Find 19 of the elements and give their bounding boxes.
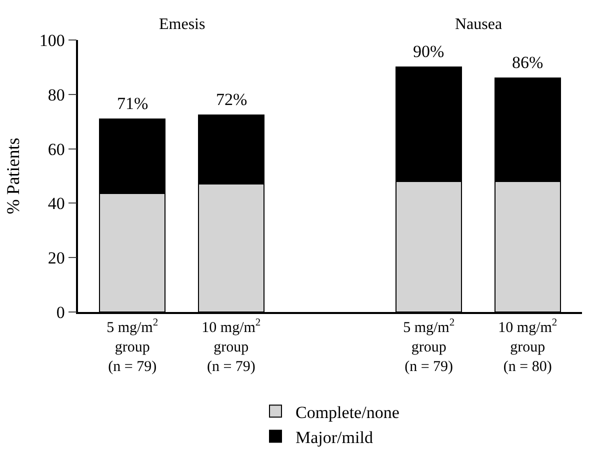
category-label: 10 mg/m$^{2}$ group (n = 80)	[498, 317, 558, 375]
legend-label: Major/mild	[296, 428, 374, 447]
x-tick-label: 5 mg/m$^{2}$ group (n = 79)	[403, 317, 455, 375]
y-tick-label: 20	[48, 248, 65, 268]
text: Nausea	[455, 16, 502, 33]
y-tick-label: 40	[48, 194, 65, 214]
y-axis-title: % Patients	[3, 138, 24, 214]
text: Emesis	[159, 16, 206, 33]
legend-label: Complete/none	[296, 402, 400, 422]
total-label: 72%	[216, 90, 248, 109]
x-tick-label: 5 mg/m$^{2}$ group (n = 79)	[106, 317, 158, 375]
total-label: 86%	[512, 53, 544, 72]
category-label: 10 mg/m$^{2}$ group (n = 79)	[202, 317, 261, 375]
total-label: 90%	[413, 42, 444, 61]
y-tick-label: 80	[48, 85, 65, 104]
total-label: 71%	[117, 94, 148, 113]
y-tick-label: 60	[48, 140, 65, 159]
y-tick-label: 100	[39, 30, 65, 50]
y-tick-label: 0	[56, 302, 65, 322]
